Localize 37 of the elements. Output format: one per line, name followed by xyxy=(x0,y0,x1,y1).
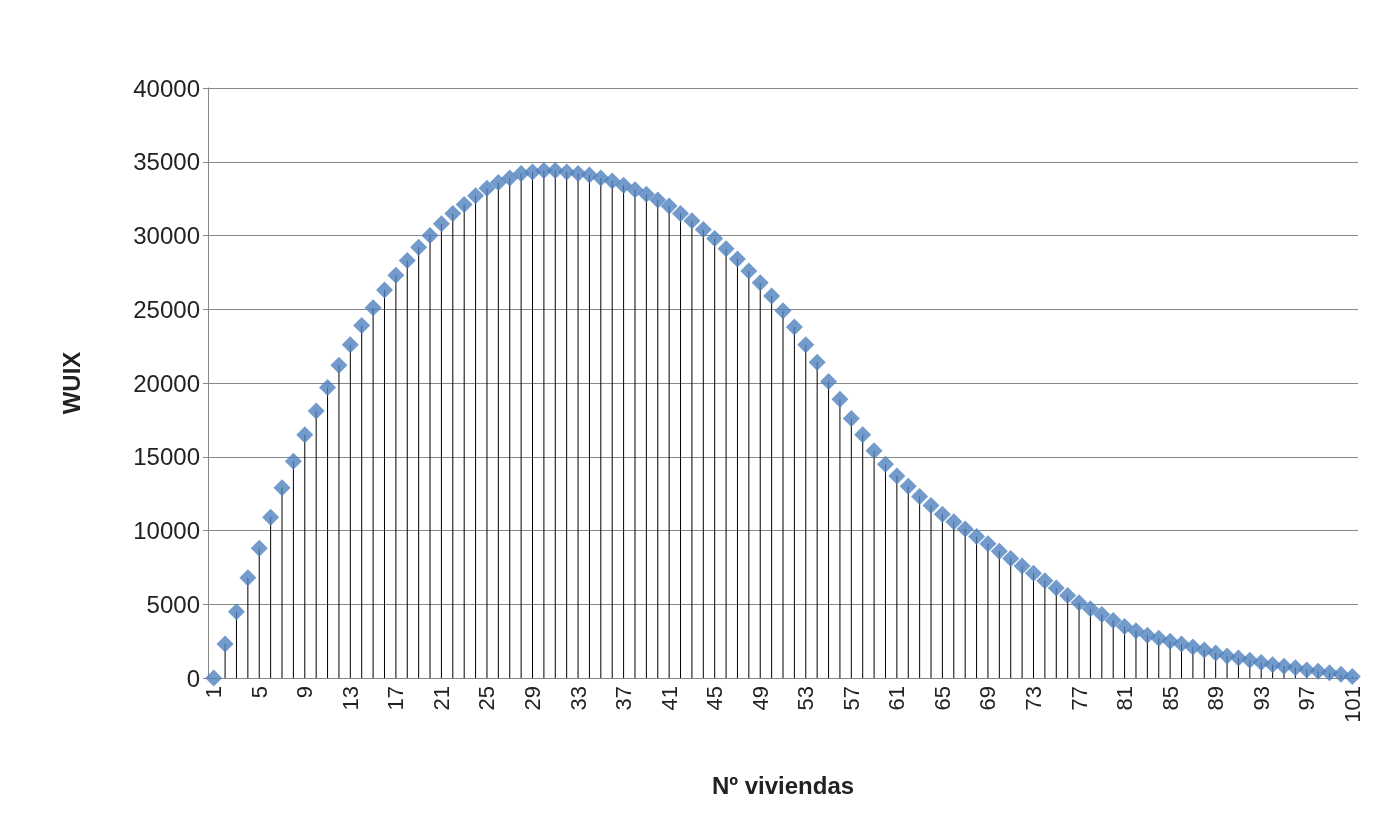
x-tick-label: 85 xyxy=(1157,686,1183,711)
y-axis-title: WUIX xyxy=(57,351,85,415)
x-tick-label: 53 xyxy=(793,686,819,711)
y-tick-label: 25000 xyxy=(133,295,200,323)
x-tick-label: 25 xyxy=(474,686,500,711)
x-tick-label: 101 xyxy=(1339,686,1365,723)
y-tick-label: 10000 xyxy=(133,517,200,544)
x-tick-label: 97 xyxy=(1294,686,1320,711)
x-tick-label: 49 xyxy=(747,686,773,711)
x-tick-label: 61 xyxy=(884,686,910,711)
x-tick-label: 33 xyxy=(565,686,591,711)
y-tick-label: 20000 xyxy=(133,369,200,397)
x-tick-label: 41 xyxy=(656,686,682,711)
x-tick-label: 13 xyxy=(337,686,363,711)
x-tick-label: 45 xyxy=(702,686,728,711)
x-tick-label: 93 xyxy=(1248,686,1274,711)
x-tick-label: 5 xyxy=(246,686,272,699)
x-tick-label: 69 xyxy=(975,686,1001,711)
x-tick-label: 65 xyxy=(929,686,955,711)
x-tick-label: 21 xyxy=(428,686,454,711)
y-tick-label: 40000 xyxy=(133,74,200,102)
y-tick-label: 0 xyxy=(186,664,200,692)
y-tick-label: 35000 xyxy=(133,148,200,176)
y-tick-label: 30000 xyxy=(133,222,200,249)
x-tick-label: 57 xyxy=(838,686,864,711)
x-tick-label: 73 xyxy=(1020,686,1046,711)
x-tick-label: 89 xyxy=(1203,686,1229,711)
y-tick-label: 15000 xyxy=(133,443,200,471)
x-tick-label: 37 xyxy=(611,686,637,711)
x-tick-label: 17 xyxy=(383,686,409,711)
y-tick-label: 5000 xyxy=(146,590,200,618)
x-tick-label: 1 xyxy=(201,686,227,699)
x-tick-label: 81 xyxy=(1112,686,1138,711)
x-axis-title: Nº viviendas xyxy=(711,771,855,799)
x-tick-label: 29 xyxy=(520,686,546,711)
x-tick-label: 9 xyxy=(292,686,318,699)
x-tick-label: 77 xyxy=(1066,686,1092,711)
